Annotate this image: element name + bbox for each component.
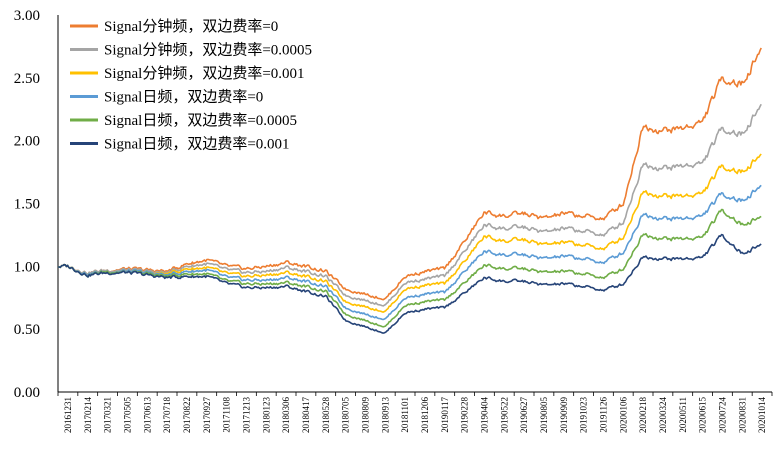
- series-line: [58, 208, 762, 328]
- y-tick-label: 1.00: [14, 259, 40, 275]
- x-tick-label: 20200831: [737, 397, 747, 433]
- series-layer: [58, 47, 762, 334]
- x-tick-label: 20200511: [678, 397, 688, 433]
- x-tick-label: 20170718: [162, 397, 172, 434]
- x-tick-label: 20181206: [420, 397, 430, 434]
- legend-label: Signal日频，双边费率=0: [104, 89, 263, 106]
- legend-label: Signal分钟频，双边费率=0.001: [104, 65, 305, 82]
- y-tick-label: 0.50: [14, 322, 40, 338]
- legend-label: Signal分钟频，双边费率=0.0005: [104, 42, 312, 59]
- x-tick-label: 20200615: [698, 397, 708, 434]
- x-tick-label: 20190117: [440, 397, 450, 433]
- x-tick-label: 20180913: [380, 397, 390, 434]
- y-tick-label: 2.50: [14, 71, 40, 87]
- x-tick-label: 20171213: [241, 397, 251, 434]
- x-tick-label: 20170214: [83, 397, 93, 434]
- x-tick-label: 20190522: [499, 397, 509, 433]
- x-tick-label: 20181101: [400, 397, 410, 433]
- x-tick-label: 20180705: [341, 397, 351, 434]
- legend-label: Signal日频，双边费率=0.001: [104, 136, 290, 153]
- x-tick-label: 20200324: [658, 397, 668, 434]
- x-tick-label: 20180306: [281, 397, 291, 434]
- x-tick-label: 20191023: [579, 397, 589, 434]
- x-tick-label: 20190228: [460, 397, 470, 434]
- x-tick-label: 20170613: [142, 397, 152, 434]
- x-tick-label: 20161231: [63, 397, 73, 433]
- x-tick-label: 20201014: [757, 397, 767, 434]
- legend: Signal分钟频，双边费率=0 Signal分钟频，双边费率=0.0005 Sig…: [70, 18, 312, 153]
- x-tick-label: 20190805: [539, 397, 549, 434]
- x-tick-label: 20190909: [559, 397, 569, 434]
- legend-label: Signal日频，双边费率=0.0005: [104, 112, 297, 129]
- x-tick-label: 20170321: [103, 397, 113, 433]
- x-tick-label: 20190404: [479, 396, 489, 433]
- x-tick-label: 20180809: [360, 397, 370, 434]
- legend-label: Signal分钟频，双边费率=0: [104, 18, 278, 35]
- y-tick-label: 0.00: [14, 385, 40, 401]
- y-axis: 0.00 0.50 1.00 1.50 2.00 2.50 3.00: [14, 8, 59, 401]
- x-tick-label: 20171108: [222, 397, 232, 433]
- series-line: [58, 233, 762, 334]
- y-tick-label: 1.50: [14, 197, 40, 213]
- series-line: [58, 153, 762, 313]
- series-line: [58, 184, 762, 321]
- x-tick-label: 20200106: [618, 397, 628, 434]
- x-tick-label: 20190627: [519, 397, 529, 434]
- y-tick-label: 3.00: [14, 8, 40, 24]
- x-tick-label: 20170927: [202, 397, 212, 434]
- x-tick-label: 20180417: [301, 397, 311, 434]
- y-tick-label: 2.00: [14, 134, 40, 150]
- x-tick-label: 20191126: [598, 397, 608, 433]
- x-tick-label: 20170505: [122, 397, 132, 434]
- x-tick-label: 20170822: [182, 397, 192, 433]
- x-axis: 20161231 20170214 20170321 20170505 20170613…: [57, 391, 773, 434]
- x-tick-label: 20200218: [638, 397, 648, 434]
- x-tick-label: 20200724: [717, 397, 727, 434]
- series-line: [58, 103, 762, 307]
- x-tick-label: 20180123: [261, 397, 271, 434]
- x-tick-label: 20180528: [321, 397, 331, 434]
- series-line: [58, 47, 762, 301]
